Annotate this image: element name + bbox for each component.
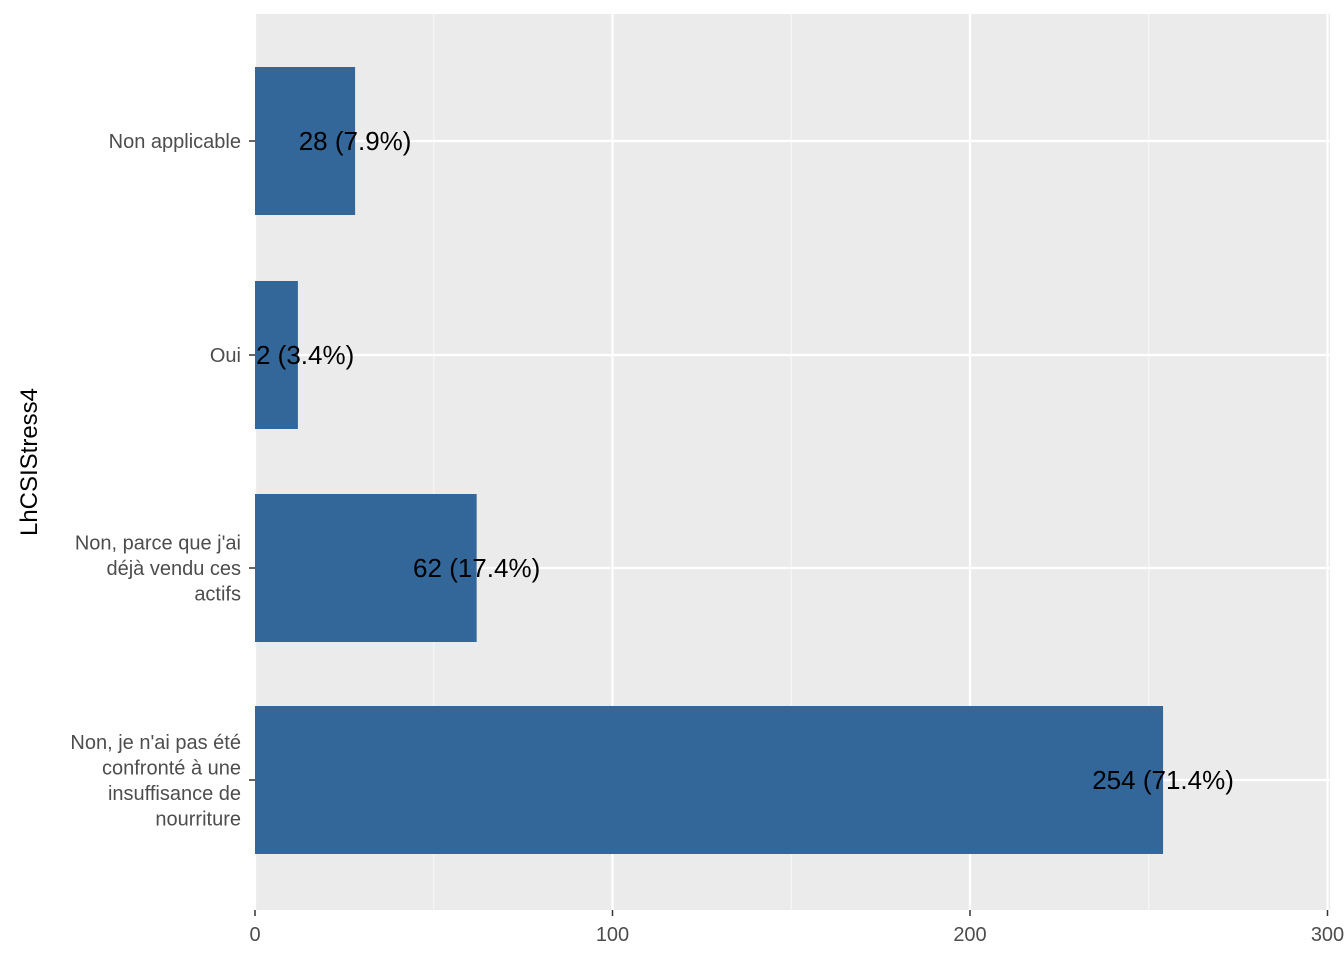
data-label: 12 (3.4%) bbox=[242, 340, 355, 370]
data-label: 62 (17.4%) bbox=[413, 553, 540, 583]
x-tick-label: 200 bbox=[953, 924, 986, 946]
data-label: 28 (7.9%) bbox=[299, 126, 412, 156]
category-label-line: Oui bbox=[210, 345, 241, 367]
category-label: Non, je n'ai pas été confronté à une insuf… bbox=[70, 732, 241, 831]
data-labels: 28 (7.9%) 12 (3.4%) 62 (17.4%) 254 (71.4%) bbox=[242, 126, 1234, 795]
data-label: 254 (71.4%) bbox=[1092, 765, 1234, 795]
y-axis: Non applicable Oui Non, parce que j'ai déjà… bbox=[70, 131, 255, 830]
category-label: Non, parce que j'ai déjà vendu ces actifs bbox=[75, 533, 241, 606]
bar bbox=[255, 67, 356, 215]
category-label-line: Non, parce que j'ai bbox=[75, 533, 241, 555]
x-axis: 0 100 200 300 bbox=[249, 910, 1344, 946]
bar bbox=[255, 281, 298, 429]
category-label-line: déjà vendu ces bbox=[106, 558, 241, 580]
category-label-line: confronté à une bbox=[102, 757, 241, 779]
x-tick-label: 0 bbox=[249, 924, 260, 946]
bars bbox=[255, 67, 1164, 854]
bar bbox=[255, 706, 1164, 854]
y-axis-title: LhCSIStress4 bbox=[16, 388, 43, 536]
category-label-line: nourriture bbox=[155, 808, 241, 830]
x-tick-label: 100 bbox=[596, 924, 629, 946]
category-label-line: insuffisance de bbox=[108, 783, 241, 805]
bar bbox=[255, 494, 477, 642]
category-label-line: actifs bbox=[194, 584, 241, 606]
category-label-line: Non, je n'ai pas été bbox=[70, 732, 241, 754]
category-label: Non applicable bbox=[109, 131, 241, 153]
x-tick-label: 300 bbox=[1311, 924, 1344, 946]
category-label: Oui bbox=[210, 345, 241, 367]
category-label-line: Non applicable bbox=[109, 131, 241, 153]
